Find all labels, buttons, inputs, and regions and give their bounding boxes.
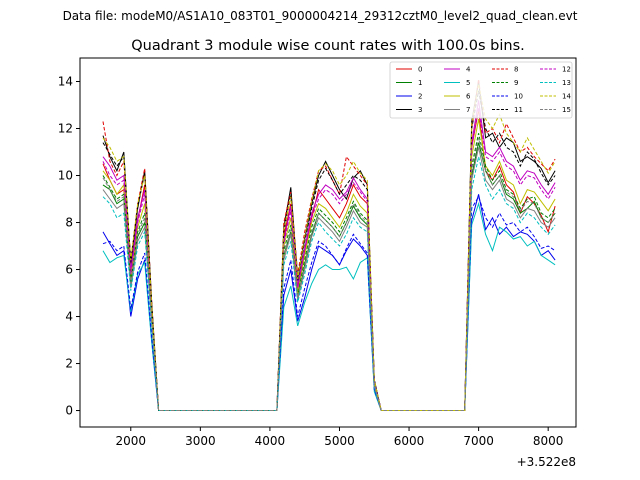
legend-label-2: 2	[418, 93, 422, 101]
legend-label-3: 3	[418, 106, 422, 114]
y-axis: 0 2 4 6 8 10 12 14	[58, 75, 80, 418]
legend-label-6: 6	[466, 93, 471, 101]
legend-label-7: 7	[466, 106, 470, 114]
series-line-13	[102, 156, 556, 411]
x-tick-label: 3000	[185, 434, 216, 448]
legend-label-10: 10	[514, 93, 523, 101]
series-line-0	[102, 109, 556, 411]
x-tick-label: 4000	[255, 434, 286, 448]
y-tick-label: 2	[65, 357, 73, 371]
y-tick-label: 6	[65, 263, 73, 277]
y-tick-label: 4	[65, 310, 73, 324]
x-axis: 2000 3000 4000 5000 6000 7000 8000	[116, 427, 564, 448]
series-line-2	[102, 194, 556, 411]
legend-label-9: 9	[514, 79, 518, 87]
legend-label-1: 1	[418, 79, 422, 87]
chart-title: Quadrant 3 module wise count rates with …	[131, 38, 525, 54]
legend-label-15: 15	[562, 106, 571, 114]
y-tick-label: 10	[58, 169, 73, 183]
series-line-15	[102, 137, 556, 411]
x-offset-label: +3.522e8	[517, 455, 576, 469]
legend-label-13: 13	[562, 79, 571, 87]
legend-label-11: 11	[514, 106, 523, 114]
series-line-6	[102, 119, 556, 411]
legend-label-4: 4	[466, 66, 471, 74]
plot-lines	[102, 79, 556, 411]
legend-label-5: 5	[466, 79, 470, 87]
legend-label-14: 14	[562, 93, 571, 101]
supertitle: Data file: modeM0/AS1A10_083T01_90000042…	[63, 9, 578, 23]
legend-label-8: 8	[514, 66, 518, 74]
series-line-14	[102, 83, 556, 411]
x-tick-label: 6000	[394, 434, 425, 448]
series-line-5	[102, 201, 556, 411]
y-tick-label: 14	[58, 75, 73, 89]
x-tick-label: 2000	[116, 434, 147, 448]
legend-box	[389, 61, 573, 119]
y-tick-label: 12	[58, 122, 73, 136]
legend-label-12: 12	[562, 66, 571, 74]
series-line-4	[102, 100, 556, 411]
x-tick-label: 7000	[463, 434, 494, 448]
series-line-8	[102, 79, 556, 411]
y-tick-label: 8	[65, 216, 73, 230]
legend-label-0: 0	[418, 66, 422, 74]
x-tick-label: 5000	[324, 434, 355, 448]
y-tick-label: 0	[65, 404, 73, 418]
plot-frame	[79, 57, 577, 428]
x-tick-label: 8000	[533, 434, 564, 448]
